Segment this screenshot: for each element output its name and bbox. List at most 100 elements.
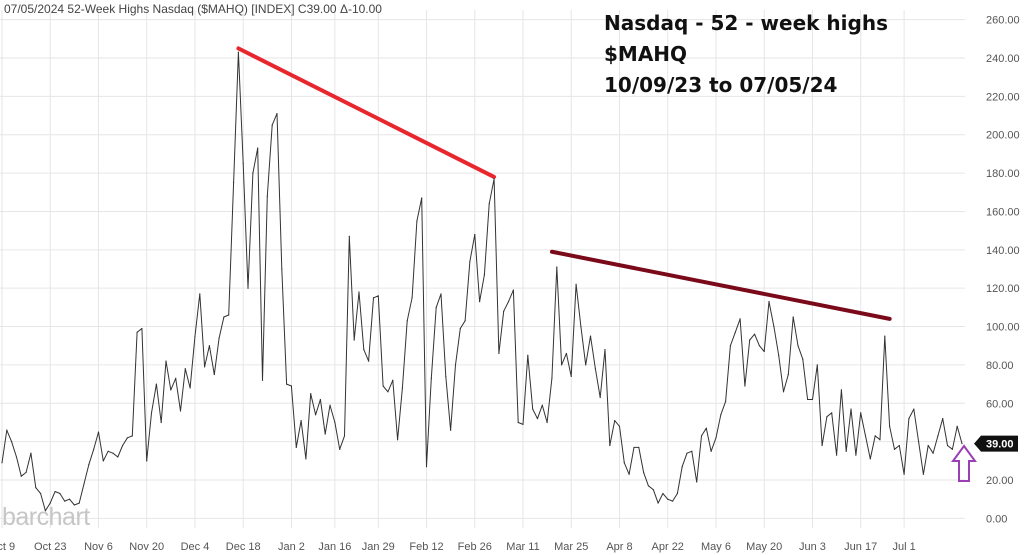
- data-point: [343, 435, 346, 437]
- data-point: [450, 429, 452, 431]
- data-point: [83, 483, 85, 485]
- data-point: [131, 435, 133, 437]
- data-point: [917, 441, 920, 443]
- data-point: [276, 113, 278, 115]
- y-tick-label: 60.00: [986, 398, 1014, 410]
- data-point: [68, 498, 71, 500]
- data-point: [614, 419, 616, 422]
- data-point: [942, 418, 944, 420]
- data-point: [445, 375, 447, 378]
- data-point: [507, 301, 510, 303]
- data-point: [30, 452, 32, 454]
- y-tick-label: 180.00: [986, 168, 1020, 180]
- annotation-line-3: 10/09/23 to 07/05/24: [604, 73, 838, 97]
- data-point: [778, 354, 780, 356]
- data-point: [189, 387, 191, 389]
- y-tick-label: 200.00: [986, 130, 1020, 142]
- up-arrow-icon: [951, 444, 977, 482]
- data-point: [807, 398, 809, 401]
- arrow-layer: [951, 444, 977, 482]
- data-point: [956, 425, 958, 427]
- trendline-1: [236, 46, 497, 179]
- data-point: [368, 360, 370, 362]
- data-point: [691, 450, 693, 452]
- data-point: [729, 345, 732, 347]
- data-point: [758, 345, 760, 347]
- data-point: [117, 456, 119, 458]
- data-point: [44, 510, 47, 512]
- data-point: [150, 412, 153, 414]
- data-point: [599, 396, 601, 399]
- data-point: [93, 448, 95, 450]
- data-point: [541, 404, 543, 406]
- data-point: [696, 481, 698, 483]
- data-point: [425, 466, 428, 468]
- x-tick-label: Dec 18: [226, 541, 261, 553]
- data-point: [864, 435, 867, 437]
- data-point: [59, 492, 61, 495]
- data-point: [155, 383, 157, 385]
- data-point: [20, 475, 22, 477]
- y-tick-label: 120.00: [986, 283, 1020, 295]
- x-tick-label: Nov 20: [129, 541, 164, 553]
- data-point: [126, 437, 129, 439]
- data-point: [744, 385, 746, 387]
- x-tick-label: Feb 26: [458, 541, 492, 553]
- data-point: [392, 379, 394, 381]
- data-point: [88, 464, 90, 466]
- data-point: [782, 391, 785, 393]
- y-tick-label: 80.00: [986, 360, 1014, 372]
- data-point: [372, 297, 375, 299]
- data-point: [179, 410, 182, 412]
- data-point: [170, 389, 172, 391]
- data-point: [435, 306, 437, 308]
- data-point: [565, 352, 568, 355]
- data-point: [78, 502, 80, 504]
- x-tick-label: Jul 1: [892, 541, 915, 553]
- data-point: [6, 429, 8, 431]
- data-point: [261, 379, 264, 381]
- data-point: [396, 439, 399, 441]
- data-point: [580, 325, 582, 328]
- data-point: [652, 489, 654, 491]
- trendline-layer: [236, 46, 892, 321]
- data-point: [488, 203, 490, 205]
- data-point: [700, 435, 703, 437]
- data-point: [763, 350, 765, 353]
- data-point: [816, 364, 818, 366]
- data-point: [667, 498, 669, 500]
- data-point: [483, 274, 486, 276]
- x-tick-label: Jan 16: [318, 541, 351, 553]
- data-point: [739, 318, 741, 320]
- y-tick-label: 240.00: [986, 53, 1020, 65]
- data-point: [903, 473, 905, 475]
- last-value-badge: [974, 435, 1018, 452]
- data-point: [73, 504, 75, 506]
- data-point: [710, 450, 712, 452]
- grid-layer: [0, 10, 965, 528]
- data-point: [286, 383, 288, 385]
- data-point: [1, 462, 3, 464]
- data-point: [585, 364, 587, 366]
- barchart-logo: barchart: [2, 503, 90, 531]
- data-point: [218, 337, 220, 339]
- data-point: [725, 400, 727, 402]
- data-point: [821, 444, 823, 447]
- chart-annotation: Nasdaq - 52 - week highs $MAHQ 10/09/23 …: [604, 8, 888, 101]
- data-point: [25, 471, 27, 473]
- data-point: [39, 492, 42, 495]
- data-point: [35, 487, 37, 489]
- x-tick-label: May 20: [746, 541, 782, 553]
- data-point: [589, 335, 592, 337]
- data-point: [869, 458, 871, 460]
- data-point: [946, 444, 949, 447]
- y-tick-label: 260.00: [986, 15, 1020, 27]
- data-point: [141, 327, 143, 330]
- data-point: [889, 425, 891, 427]
- data-point: [532, 408, 534, 410]
- data-point: [175, 377, 177, 379]
- data-point: [382, 385, 384, 387]
- data-point: [271, 124, 273, 126]
- data-point: [401, 387, 404, 389]
